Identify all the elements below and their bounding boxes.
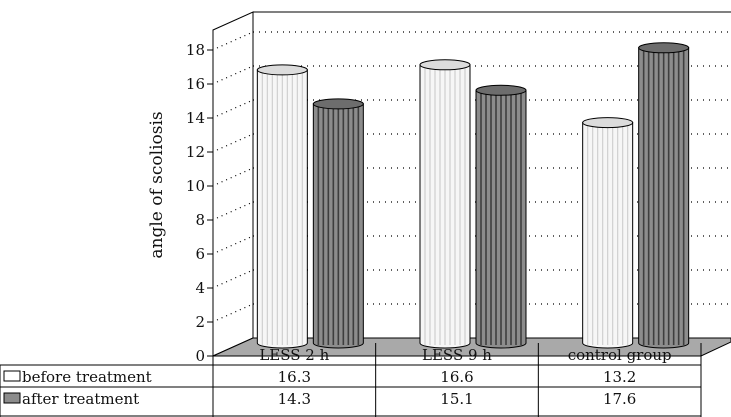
y-tick-label: 10	[186, 177, 205, 195]
bars	[256, 42, 690, 349]
bar	[582, 117, 634, 349]
y-tick-label: 6	[195, 245, 205, 263]
category-label: LESS 2 h	[259, 346, 329, 364]
y-axis: 0 2 4 6 8 10 12 14 16 18	[186, 41, 214, 365]
data-table: LESS 2 h LESS 9 h control group before trea…	[0, 343, 702, 417]
data-value: 14.3	[278, 390, 311, 408]
legend-label: after treatment	[22, 390, 139, 408]
gridline-depth	[216, 133, 254, 151]
data-value: 17.6	[603, 390, 636, 408]
data-value: 15.1	[440, 390, 473, 408]
legend-swatch	[3, 370, 21, 382]
bar-top	[582, 117, 634, 129]
category-label: LESS 9 h	[422, 346, 492, 364]
gridline-depth	[216, 167, 254, 185]
bar	[638, 42, 690, 349]
gridline-depth	[216, 65, 254, 83]
data-value: 16.6	[440, 368, 473, 386]
side-wall	[212, 11, 254, 357]
y-tick-label: 18	[186, 41, 205, 59]
legend-label: before treatment	[22, 368, 152, 386]
y-tick-label: 16	[186, 75, 205, 93]
gridline-depth	[216, 303, 254, 321]
bar	[312, 98, 364, 349]
bar-top	[419, 59, 471, 71]
y-axis-label: angle of scoliosis	[147, 111, 167, 258]
y-tick-label: 8	[195, 211, 205, 229]
bar-top	[638, 42, 690, 54]
gridline-depth	[216, 269, 254, 287]
y-tick-label: 0	[195, 347, 205, 365]
legend-swatch	[3, 392, 21, 404]
category-label: control group	[568, 346, 672, 364]
gridline-depth	[216, 201, 254, 219]
bar-top	[312, 98, 364, 110]
gridline-depth	[216, 31, 254, 49]
bar-top	[475, 84, 527, 96]
gridline-depth	[216, 235, 254, 253]
gridline-depth	[216, 99, 254, 117]
data-value: 13.2	[603, 368, 636, 386]
bar	[256, 64, 308, 349]
bar	[475, 84, 527, 349]
y-tick-label: 2	[195, 313, 205, 331]
bar	[419, 59, 471, 349]
y-tick-label: 14	[186, 109, 205, 127]
data-value: 16.3	[278, 368, 311, 386]
bar-top	[256, 64, 308, 76]
y-tick-label: 4	[195, 279, 205, 297]
y-tick-label: 12	[186, 143, 205, 161]
